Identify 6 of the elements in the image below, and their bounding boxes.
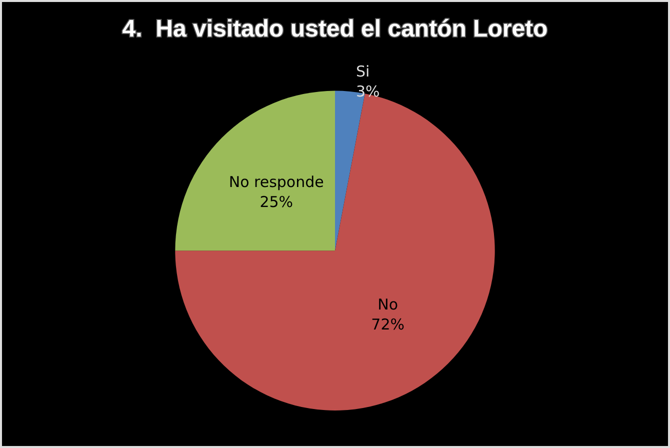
slice-label: Si <box>356 62 370 81</box>
data-label: 25% <box>260 193 294 212</box>
slice-label: No <box>378 296 398 314</box>
slice-label: No responde <box>228 173 324 192</box>
data-label: 72% <box>371 316 405 334</box>
chart-title: 4. Ha visitado usted el cantón Loreto <box>122 16 548 42</box>
